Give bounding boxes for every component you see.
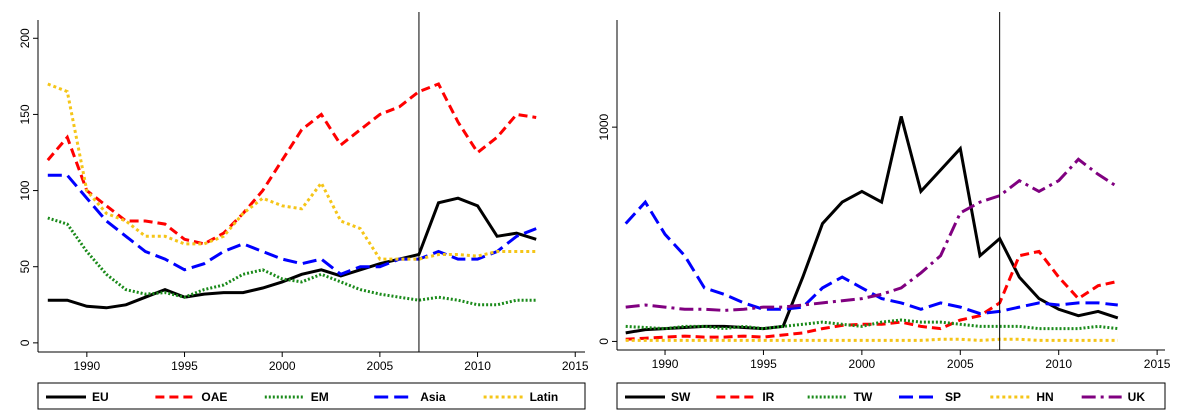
x-tick-label: 2005 — [947, 357, 974, 371]
x-tick-label: 1990 — [652, 357, 679, 371]
legend-label: IR — [762, 390, 774, 404]
x-tick-label: 2000 — [269, 359, 296, 373]
x-tick-label: 1995 — [750, 357, 777, 371]
series-line — [625, 337, 1118, 342]
y-tick-label: 100 — [18, 180, 32, 200]
series-line — [47, 196, 537, 310]
panel: 0 1000 1990 1995 2000 2005 2010 2015 SW IR TW SP HN U… — [597, 12, 1171, 410]
legend-label: HN — [1036, 390, 1053, 404]
legend-label: SP — [945, 390, 961, 404]
series-line — [625, 318, 1118, 331]
legend-label: TW — [854, 390, 873, 404]
series-line — [624, 199, 1118, 316]
y-tick-label: 150 — [18, 104, 32, 124]
legend-label: Latin — [530, 390, 559, 404]
y-tick-label: 200 — [18, 28, 32, 48]
legend-label: EU — [92, 390, 109, 404]
series-line — [625, 249, 1119, 341]
legend-label: OAE — [201, 390, 227, 404]
y-tick-label: 50 — [18, 260, 32, 274]
y-tick-label: 1000 — [597, 113, 611, 140]
x-tick-label: 1995 — [171, 359, 198, 373]
legend-box — [37, 382, 586, 410]
x-tick-label: 2015 — [562, 359, 589, 373]
series-line — [625, 157, 1119, 312]
x-tick-label: 2010 — [464, 359, 491, 373]
series-line — [47, 82, 537, 261]
series-line — [46, 82, 537, 246]
y-tick-label: 0 — [597, 338, 611, 345]
series-line — [47, 216, 537, 307]
x-tick-label: 2000 — [849, 357, 876, 371]
legend-label: Asia — [420, 390, 446, 404]
x-tick-label: 1990 — [73, 359, 100, 373]
legend-label: UK — [1128, 390, 1146, 404]
panel: 0 50 100 150 200 1990 1995 2000 2005 2010 2015 EU OA… — [18, 12, 589, 410]
series-line — [47, 173, 537, 277]
y-tick-label: 0 — [18, 339, 32, 346]
legend-label: SW — [671, 390, 691, 404]
x-tick-label: 2015 — [1144, 357, 1171, 371]
legend-box — [616, 382, 1166, 410]
series-line — [625, 116, 1119, 335]
legend-label: EM — [311, 390, 329, 404]
x-tick-label: 2005 — [367, 359, 394, 373]
x-tick-label: 2010 — [1045, 357, 1072, 371]
